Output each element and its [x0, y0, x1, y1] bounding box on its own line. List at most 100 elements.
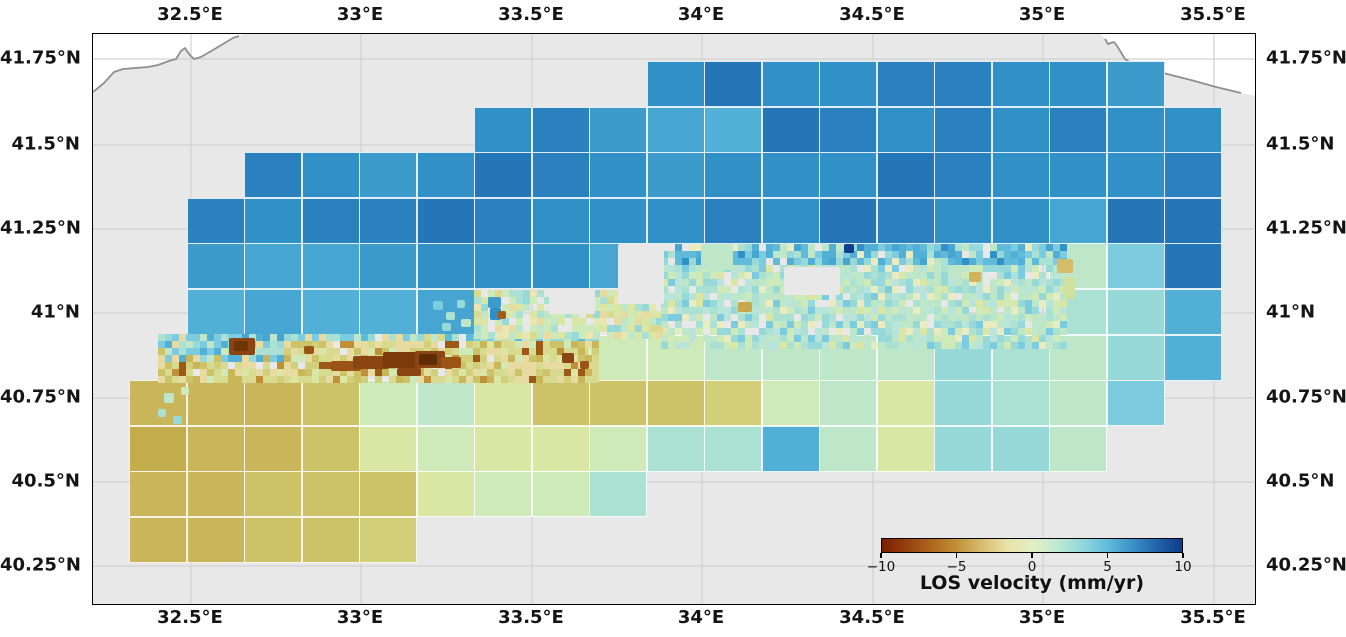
velocity-pixel: [955, 244, 962, 251]
velocity-feature: [701, 244, 733, 270]
velocity-pixel: [1018, 335, 1025, 342]
velocity-pixel: [1011, 307, 1018, 314]
velocity-pixel: [738, 251, 745, 258]
velocity-pixel: [836, 307, 843, 314]
velocity-pixel: [976, 307, 983, 314]
velocity-pixel: [983, 328, 990, 335]
velocity-pixel: [948, 258, 955, 265]
velocity-pixel: [452, 348, 459, 355]
velocity-pixel: [522, 341, 529, 348]
velocity-pixel: [1039, 300, 1046, 307]
velocity-cell: [589, 152, 647, 199]
velocity-feature: [490, 308, 501, 320]
velocity-pixel: [815, 342, 822, 349]
velocity-pixel: [1011, 258, 1018, 265]
velocity-pixel: [474, 311, 481, 318]
velocity-pixel: [179, 334, 186, 341]
velocity-pixel: [836, 321, 843, 328]
velocity-pixel: [710, 272, 717, 279]
velocity-pixel: [1053, 293, 1060, 300]
velocity-pixel: [668, 293, 675, 300]
velocity-feature: [331, 361, 361, 371]
velocity-pixel: [389, 341, 396, 348]
velocity-pixel: [607, 332, 614, 339]
lon-tick-bottom: 33.5°E: [498, 607, 564, 628]
velocity-pixel: [396, 348, 403, 355]
velocity-pixel: [766, 265, 773, 272]
velocity-pixel: [214, 369, 221, 376]
velocity-pixel: [836, 335, 843, 342]
velocity-pixel: [997, 328, 1004, 335]
velocity-pixel: [186, 355, 193, 362]
velocity-pixel: [850, 314, 857, 321]
velocity-pixel: [955, 335, 962, 342]
velocity-pixel: [1046, 258, 1053, 265]
velocity-pixel: [829, 258, 836, 265]
velocity-pixel: [200, 341, 207, 348]
velocity-pixel: [319, 355, 326, 362]
velocity-pixel: [717, 314, 724, 321]
velocity-pixel: [600, 297, 607, 304]
velocity-pixel: [494, 348, 501, 355]
velocity-pixel: [193, 348, 200, 355]
velocity-pixel: [235, 376, 242, 383]
velocity-pixel: [871, 321, 878, 328]
velocity-pixel: [864, 265, 871, 272]
velocity-pixel: [1060, 300, 1067, 307]
velocity-pixel: [494, 376, 501, 383]
velocity-pixel: [766, 314, 773, 321]
velocity-pixel: [836, 342, 843, 349]
velocity-pixel: [990, 307, 997, 314]
velocity-pixel: [256, 334, 263, 341]
velocity-pixel: [920, 314, 927, 321]
velocity-pixel: [424, 376, 431, 383]
velocity-pixel: [284, 362, 291, 369]
velocity-pixel: [899, 244, 906, 251]
velocity-pixel: [270, 334, 277, 341]
velocity-pixel: [172, 355, 179, 362]
velocity-pixel: [675, 321, 682, 328]
velocity-pixel: [1004, 342, 1011, 349]
velocity-pixel: [787, 300, 794, 307]
velocity-pixel: [565, 332, 572, 339]
velocity-feature: [383, 352, 425, 368]
velocity-feature: [1057, 259, 1073, 273]
velocity-pixel: [1046, 251, 1053, 258]
velocity-pixel: [913, 328, 920, 335]
velocity-pixel: [899, 307, 906, 314]
velocity-pixel: [396, 376, 403, 383]
velocity-pixel: [808, 300, 815, 307]
velocity-pixel: [481, 304, 488, 311]
velocity-pixel: [242, 334, 249, 341]
velocity-pixel: [808, 342, 815, 349]
velocity-pixel: [1032, 300, 1039, 307]
velocity-pixel: [382, 369, 389, 376]
velocity-pixel: [1025, 258, 1032, 265]
velocity-pixel: [1018, 251, 1025, 258]
velocity-pixel: [1053, 286, 1060, 293]
velocity-cell: [531, 197, 590, 244]
velocity-pixel: [1053, 328, 1060, 335]
velocity-pixel: [801, 300, 808, 307]
velocity-pixel: [703, 321, 710, 328]
velocity-cell: [416, 152, 475, 199]
velocity-cell: [244, 152, 302, 199]
velocity-pixel: [822, 328, 829, 335]
velocity-pixel: [368, 348, 375, 355]
velocity-pixel: [249, 362, 256, 369]
velocity-pixel: [354, 341, 361, 348]
velocity-pixel: [1046, 293, 1053, 300]
velocity-cell: [1106, 380, 1165, 427]
velocity-pixel: [543, 369, 550, 376]
velocity-pixel: [801, 258, 808, 265]
velocity-pixel: [488, 332, 495, 339]
velocity-pixel: [1039, 286, 1046, 293]
velocity-pixel: [417, 341, 424, 348]
velocity-features-layer: [93, 34, 1255, 604]
velocity-cell: [474, 106, 532, 153]
velocity-pixel: [326, 348, 333, 355]
velocity-pixel: [801, 342, 808, 349]
velocity-pixel: [165, 348, 172, 355]
velocity-cell: [1164, 152, 1222, 199]
velocity-pixel: [871, 307, 878, 314]
